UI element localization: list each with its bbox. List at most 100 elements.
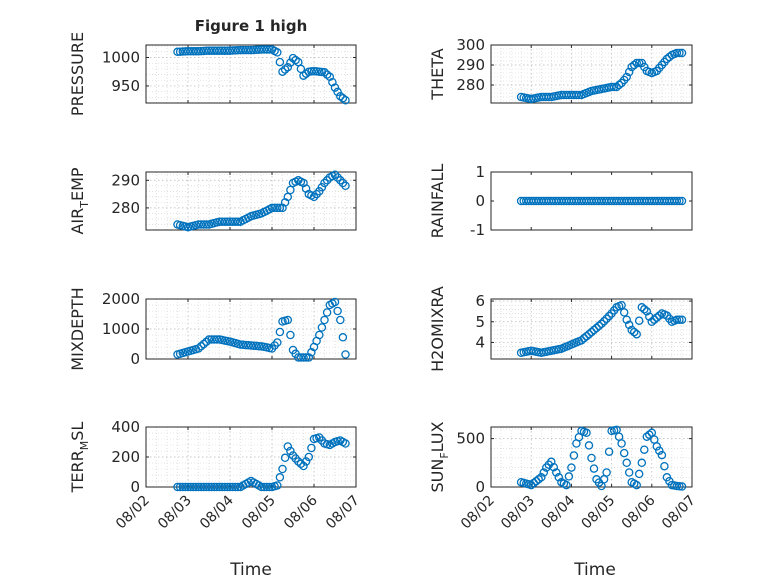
data-point <box>657 450 667 460</box>
data-point <box>629 327 639 337</box>
data-point <box>183 47 193 56</box>
y-axis-label: AIRTEMP <box>68 167 91 234</box>
data-point <box>582 428 591 438</box>
data-point <box>640 445 649 454</box>
data-point <box>296 353 306 362</box>
series-markers <box>173 45 350 105</box>
data-point <box>217 46 227 55</box>
data-point <box>619 308 629 317</box>
y-axis-label: MIXDEPTH <box>68 287 87 370</box>
data-point <box>574 90 584 100</box>
data-point <box>199 339 209 349</box>
data-point <box>217 482 227 492</box>
data-point <box>607 82 616 92</box>
data-point <box>655 446 664 455</box>
data-point <box>338 93 348 103</box>
y-tick-label: 280 <box>111 199 140 217</box>
data-point <box>622 458 631 468</box>
data-point <box>249 45 258 55</box>
data-point <box>312 189 321 199</box>
data-point <box>202 220 211 229</box>
data-point <box>186 482 195 492</box>
data-point <box>330 170 340 180</box>
data-point <box>632 480 641 490</box>
data-point <box>262 45 272 54</box>
series-markers <box>516 196 687 206</box>
data-point <box>225 46 235 55</box>
data-point <box>215 482 224 492</box>
y-tick-label: 500 <box>456 430 485 448</box>
data-point <box>320 178 329 188</box>
data-point <box>202 46 211 56</box>
data-point <box>236 45 245 55</box>
data-point <box>286 58 295 67</box>
data-point <box>275 327 285 337</box>
data-point <box>338 333 348 342</box>
data-point <box>677 315 687 324</box>
axes-box <box>490 44 693 104</box>
data-point <box>592 323 601 333</box>
data-point <box>265 45 274 54</box>
data-point <box>309 192 319 202</box>
data-point <box>336 315 345 325</box>
data-point <box>173 482 182 492</box>
data-point <box>273 481 282 490</box>
data-point <box>204 335 214 344</box>
y-tick-label: 0 <box>130 350 140 368</box>
data-point <box>534 475 543 484</box>
data-point <box>320 315 329 325</box>
data-point <box>275 57 285 67</box>
y-axis-label: H2OMIXRA <box>428 286 447 372</box>
data-point <box>622 315 631 324</box>
data-point <box>304 452 314 462</box>
data-point <box>286 330 295 340</box>
series-markers <box>173 297 350 362</box>
data-point <box>341 95 350 105</box>
data-point <box>594 321 604 331</box>
data-point <box>257 45 266 54</box>
data-point <box>175 47 185 56</box>
data-point <box>278 464 287 474</box>
y-axis-label: PRESSURE <box>68 32 87 116</box>
y-tick-label: 1000 <box>102 320 140 338</box>
data-point <box>283 62 293 72</box>
data-point <box>336 176 345 185</box>
data-point <box>301 353 311 362</box>
data-point <box>204 46 214 55</box>
data-point <box>547 457 556 467</box>
data-point <box>202 482 211 492</box>
data-point <box>660 461 669 471</box>
data-point <box>330 297 340 307</box>
data-point <box>223 46 232 55</box>
data-point <box>312 67 321 76</box>
data-point <box>652 313 662 322</box>
data-point <box>672 315 682 324</box>
data-point <box>675 196 684 206</box>
y-tick-label: 200 <box>111 448 140 466</box>
data-point <box>199 220 209 229</box>
data-point <box>275 203 285 213</box>
data-point <box>273 48 282 57</box>
data-point <box>181 47 190 56</box>
data-point <box>604 447 614 456</box>
data-point <box>233 217 243 226</box>
data-point <box>564 472 574 481</box>
data-point <box>223 217 232 226</box>
data-point <box>322 176 332 185</box>
data-point <box>212 482 222 492</box>
data-point <box>675 315 684 324</box>
data-point <box>196 220 206 229</box>
series-markers <box>173 170 350 232</box>
data-point <box>233 46 243 55</box>
data-point <box>579 334 589 343</box>
data-point <box>194 47 203 56</box>
data-point <box>333 173 342 182</box>
data-point <box>283 315 293 325</box>
data-point <box>267 203 277 213</box>
data-point <box>204 482 214 492</box>
data-point <box>286 446 295 456</box>
data-point <box>307 443 316 453</box>
data-point <box>254 341 264 351</box>
